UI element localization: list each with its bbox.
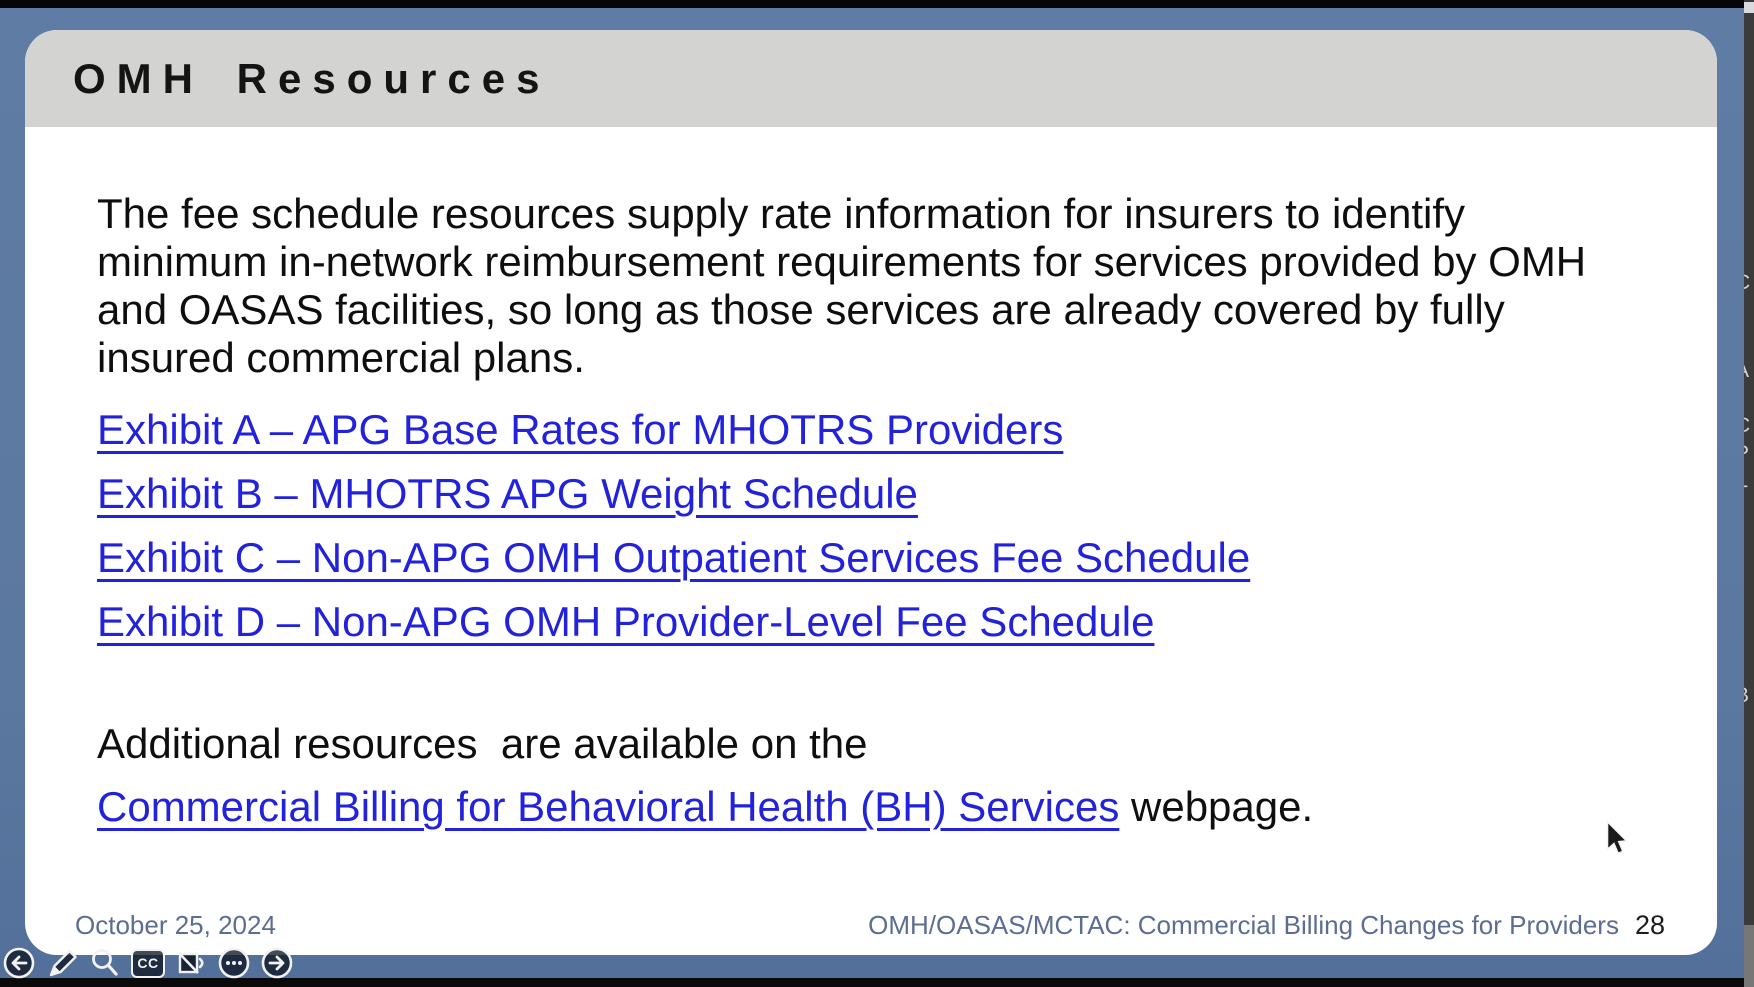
right-edge-strip: I I C A C P T r I B r	[1744, 0, 1754, 987]
paragraph-line: The fee schedule resources supply rate i…	[97, 190, 1466, 237]
edge-scrollbar-chip	[1744, 925, 1754, 987]
back-arrow-icon	[3, 947, 35, 979]
edge-text-fragment: I	[1744, 88, 1754, 109]
webpage-suffix: webpage.	[1119, 783, 1314, 830]
edge-text-fragment: P	[1744, 443, 1754, 464]
exhibit-links: Exhibit A – APG Base Rates for MHOTRS Pr…	[97, 398, 1677, 654]
player-controls: CC	[2, 946, 294, 980]
slide-date: October 25, 2024	[75, 910, 276, 940]
paragraph-line: insured commercial plans.	[97, 334, 585, 381]
paragraph-line: and OASAS facilities, so long as those s…	[97, 286, 1505, 333]
cc-icon: CC	[131, 948, 165, 978]
edge-text-fragment: B	[1744, 685, 1754, 706]
exhibit-c-link[interactable]: Exhibit C – Non-APG OMH Outpatient Servi…	[97, 534, 1251, 581]
more-options-button[interactable]	[217, 946, 251, 980]
exhibit-b-link[interactable]: Exhibit B – MHOTRS APG Weight Schedule	[97, 470, 918, 517]
edge-text-fragment: A	[1744, 360, 1754, 381]
edge-text-fragment: T	[1744, 483, 1754, 504]
exhibit-d-link[interactable]: Exhibit D – Non-APG OMH Provider-Level F…	[97, 598, 1155, 645]
commercial-billing-link[interactable]: Commercial Billing for Behavioral Health…	[97, 783, 1120, 830]
slide-title: OMH Resources	[73, 54, 551, 102]
deck-title: OMH/OASAS/MCTAC: Commercial Billing Chan…	[868, 910, 1619, 940]
edge-text-fragment: r	[1744, 732, 1754, 753]
video-off-icon	[178, 952, 204, 974]
mouse-cursor	[1605, 820, 1629, 861]
annotate-button[interactable]	[45, 946, 79, 980]
pen-icon	[49, 949, 77, 977]
edge-text-fragment: I	[1744, 627, 1754, 648]
slide-body: The fee schedule resources supply rate i…	[97, 190, 1677, 831]
slide-footer-right: OMH/OASAS/MCTAC: Commercial Billing Chan…	[868, 910, 1665, 941]
exhibit-a-link[interactable]: Exhibit A – APG Base Rates for MHOTRS Pr…	[97, 406, 1064, 453]
closed-captions-button[interactable]: CC	[131, 946, 165, 980]
webpage-line: Commercial Billing for Behavioral Health…	[97, 783, 1677, 831]
paragraph-line: minimum in-network reimbursement require…	[97, 238, 1587, 285]
ellipsis-icon	[218, 947, 250, 979]
bottom-letterbox	[0, 978, 1744, 987]
edge-text-fragment: r	[1744, 575, 1754, 596]
slide-header-bar: OMH Resources	[25, 30, 1717, 127]
next-slide-button[interactable]	[260, 946, 294, 980]
edge-text-fragment: I	[1744, 182, 1754, 203]
arrow-cursor-icon	[1606, 820, 1629, 855]
forward-arrow-icon	[261, 947, 293, 979]
previous-slide-button[interactable]	[2, 946, 36, 980]
edge-chip	[1744, 2, 1754, 13]
page-number: 28	[1634, 910, 1665, 940]
presentation-slide: OMH Resources The fee schedule resources…	[25, 30, 1717, 955]
zoom-button[interactable]	[88, 946, 122, 980]
magnifier-icon	[92, 949, 118, 976]
edge-text-fragment: C	[1744, 272, 1754, 293]
video-toggle-button[interactable]	[174, 946, 208, 980]
edge-text-fragment: C	[1744, 415, 1754, 436]
additional-resources-text: Additional resources are available on th…	[97, 720, 868, 767]
